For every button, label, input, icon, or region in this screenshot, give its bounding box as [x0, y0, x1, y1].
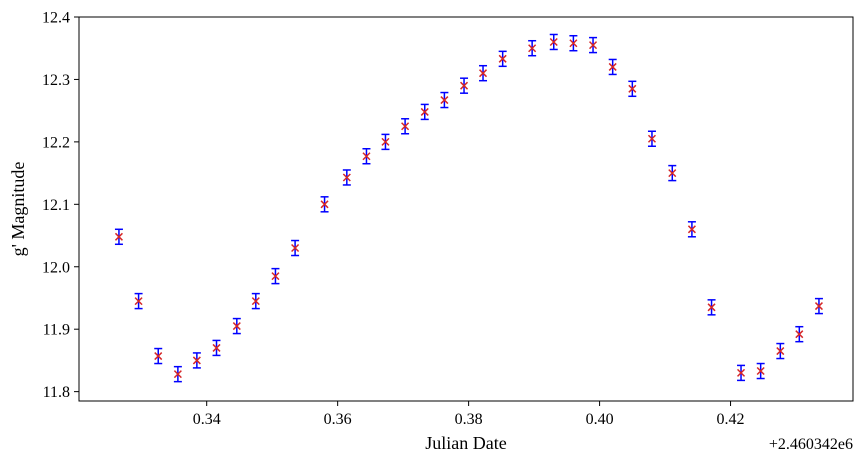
- data-point: [478, 64, 488, 82]
- y-tick-label: 11.9: [43, 322, 70, 339]
- y-axis-ticks: 11.8 11.9 12.0 12.1 12.2 12.3 12.4: [42, 10, 79, 401]
- data-point: [687, 221, 696, 238]
- x-axis-label: Julian Date: [425, 433, 506, 453]
- data-point: [549, 33, 558, 51]
- x-marker: [134, 297, 143, 306]
- x-marker: [114, 232, 123, 241]
- x-marker: [232, 322, 241, 331]
- data-point: [628, 80, 637, 98]
- x-tick-label: 0.42: [717, 411, 745, 428]
- data-point: [776, 342, 785, 360]
- data-point: [251, 292, 260, 310]
- data-point: [401, 118, 410, 135]
- x-marker: [756, 366, 765, 376]
- x-marker: [251, 297, 260, 306]
- x-marker: [320, 200, 329, 209]
- y-tick-label: 12.3: [42, 72, 70, 89]
- y-tick-label: 12.2: [42, 134, 70, 151]
- x-marker: [271, 272, 280, 281]
- x-marker: [460, 81, 469, 90]
- data-point: [647, 130, 657, 147]
- x-axis-offset-label: +2.460342e6: [769, 436, 853, 453]
- x-marker: [589, 41, 598, 50]
- y-axis-label: g' Magnitude: [8, 162, 28, 257]
- x-marker: [795, 330, 804, 339]
- data-point: [589, 36, 598, 54]
- data-point: [381, 133, 390, 151]
- x-marker: [498, 54, 507, 63]
- x-marker: [440, 96, 449, 105]
- data-point: [795, 325, 804, 343]
- x-marker: [628, 84, 637, 93]
- data-points: [114, 33, 823, 383]
- data-point: [736, 364, 746, 382]
- x-marker: [381, 137, 390, 146]
- x-marker: [192, 356, 201, 365]
- x-marker: [362, 152, 371, 161]
- y-tick-label: 12.4: [42, 10, 70, 27]
- x-marker: [707, 303, 716, 312]
- x-marker: [608, 62, 617, 71]
- x-marker: [342, 173, 351, 182]
- x-marker: [154, 352, 163, 361]
- data-point: [420, 103, 429, 121]
- data-point: [320, 196, 329, 213]
- x-tick-label: 0.36: [324, 411, 352, 428]
- x-marker: [647, 134, 657, 143]
- x-marker: [814, 302, 823, 311]
- data-point: [668, 164, 677, 182]
- data-point: [814, 297, 823, 315]
- x-marker: [291, 243, 300, 253]
- data-point: [707, 299, 716, 316]
- x-marker: [212, 343, 221, 352]
- x-tick-label: 0.34: [193, 411, 221, 428]
- x-marker: [401, 122, 410, 131]
- plot-area: [78, 16, 854, 402]
- data-point: [460, 77, 469, 94]
- data-point: [756, 362, 765, 380]
- x-marker: [776, 347, 785, 356]
- x-marker: [420, 107, 429, 116]
- data-point: [114, 228, 123, 246]
- x-marker: [736, 368, 746, 377]
- x-marker: [528, 44, 537, 53]
- data-point: [608, 58, 617, 76]
- data-point: [212, 339, 221, 357]
- x-marker: [478, 69, 488, 78]
- x-axis-ticks: 0.34 0.36 0.38 0.40 0.42: [193, 401, 745, 428]
- data-point: [291, 239, 300, 257]
- data-point: [232, 317, 241, 335]
- y-tick-label: 12.0: [42, 259, 70, 276]
- data-point: [528, 39, 537, 57]
- x-marker: [687, 225, 696, 234]
- x-marker: [173, 370, 182, 379]
- x-marker: [549, 37, 558, 47]
- data-point: [192, 352, 201, 369]
- x-marker: [569, 39, 578, 48]
- data-point: [134, 292, 143, 310]
- data-point: [440, 91, 449, 109]
- data-point: [569, 34, 578, 52]
- data-point: [271, 267, 280, 285]
- data-point: [362, 147, 371, 165]
- data-point: [498, 50, 507, 68]
- x-tick-label: 0.40: [586, 411, 614, 428]
- x-tick-label: 0.38: [455, 411, 483, 428]
- data-point: [173, 365, 182, 383]
- y-tick-label: 12.1: [42, 197, 70, 214]
- data-point: [342, 169, 351, 186]
- data-point: [154, 347, 163, 365]
- x-marker: [668, 169, 677, 178]
- y-tick-label: 11.8: [43, 384, 70, 401]
